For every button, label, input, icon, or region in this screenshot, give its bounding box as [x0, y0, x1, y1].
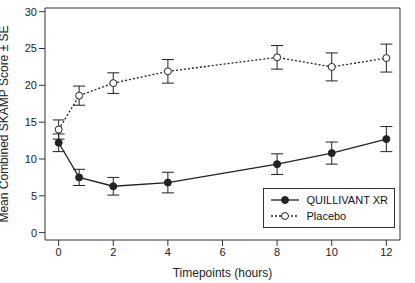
svg-text:15: 15: [25, 116, 37, 128]
svg-text:6: 6: [219, 246, 225, 258]
svg-text:12: 12: [380, 246, 392, 258]
svg-text:2: 2: [110, 246, 116, 258]
svg-text:Mean Combined SKAMP Score ± SE: Mean Combined SKAMP Score ± SE: [8, 25, 11, 222]
svg-text:0: 0: [31, 227, 37, 239]
svg-text:Timepoints (hours): Timepoints (hours): [173, 266, 273, 280]
svg-text:10: 10: [326, 246, 338, 258]
svg-text:5: 5: [31, 190, 37, 202]
svg-text:25: 25: [25, 42, 37, 54]
svg-text:0: 0: [56, 246, 62, 258]
html-text:Placebo: Placebo: [306, 210, 347, 222]
svg-text:8: 8: [274, 246, 280, 258]
html-text:QUILLIVANT XR: QUILLIVANT XR: [306, 194, 388, 206]
svg-text:10: 10: [25, 153, 37, 165]
svg-text:20: 20: [25, 79, 37, 91]
svg-text:4: 4: [165, 246, 171, 258]
svg-text:30: 30: [25, 6, 37, 18]
